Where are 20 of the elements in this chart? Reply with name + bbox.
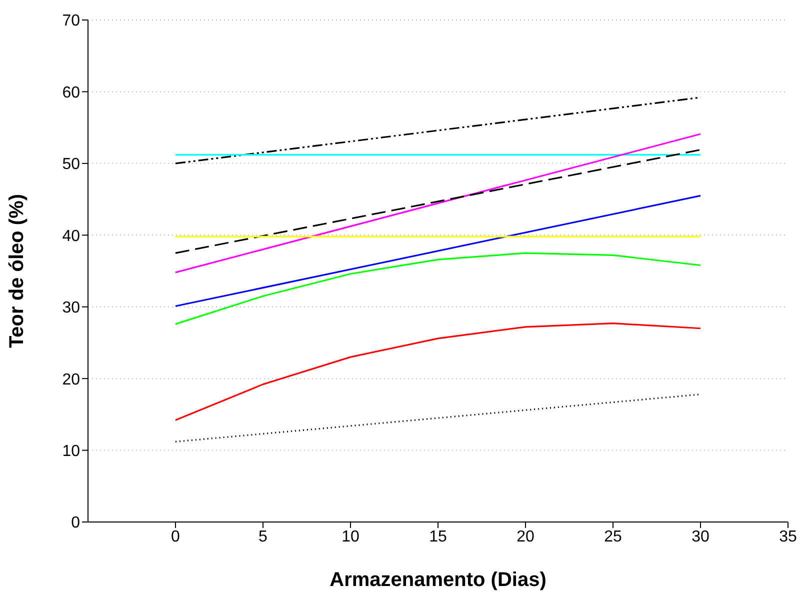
- x-tick-label: 30: [692, 528, 710, 546]
- y-tick-label: 20: [62, 371, 80, 388]
- x-tick-label: 25: [604, 528, 622, 546]
- y-tick-label: 10: [62, 442, 80, 460]
- x-tick-label: 5: [258, 528, 268, 546]
- y-tick-label: 0: [71, 514, 80, 532]
- y-tick-label: 70: [62, 12, 80, 30]
- x-tick-label: 35: [779, 528, 797, 546]
- y-tick-label: 60: [62, 84, 80, 102]
- y-tick-label: 40: [62, 228, 80, 245]
- line-series: [174, 252, 702, 325]
- x-tick-label: 10: [342, 528, 360, 546]
- line-series: [174, 322, 702, 421]
- x-tick-label: 0: [171, 528, 180, 546]
- x-tick-label: 20: [516, 528, 534, 546]
- y-tick-label: 30: [62, 300, 80, 317]
- x-tick-label: 15: [429, 528, 447, 546]
- y-tick-label: 50: [62, 156, 80, 174]
- y-axis-title: Teor de óleo (%): [6, 194, 28, 348]
- x-axis-title: Armazenamento (Dias): [330, 569, 546, 591]
